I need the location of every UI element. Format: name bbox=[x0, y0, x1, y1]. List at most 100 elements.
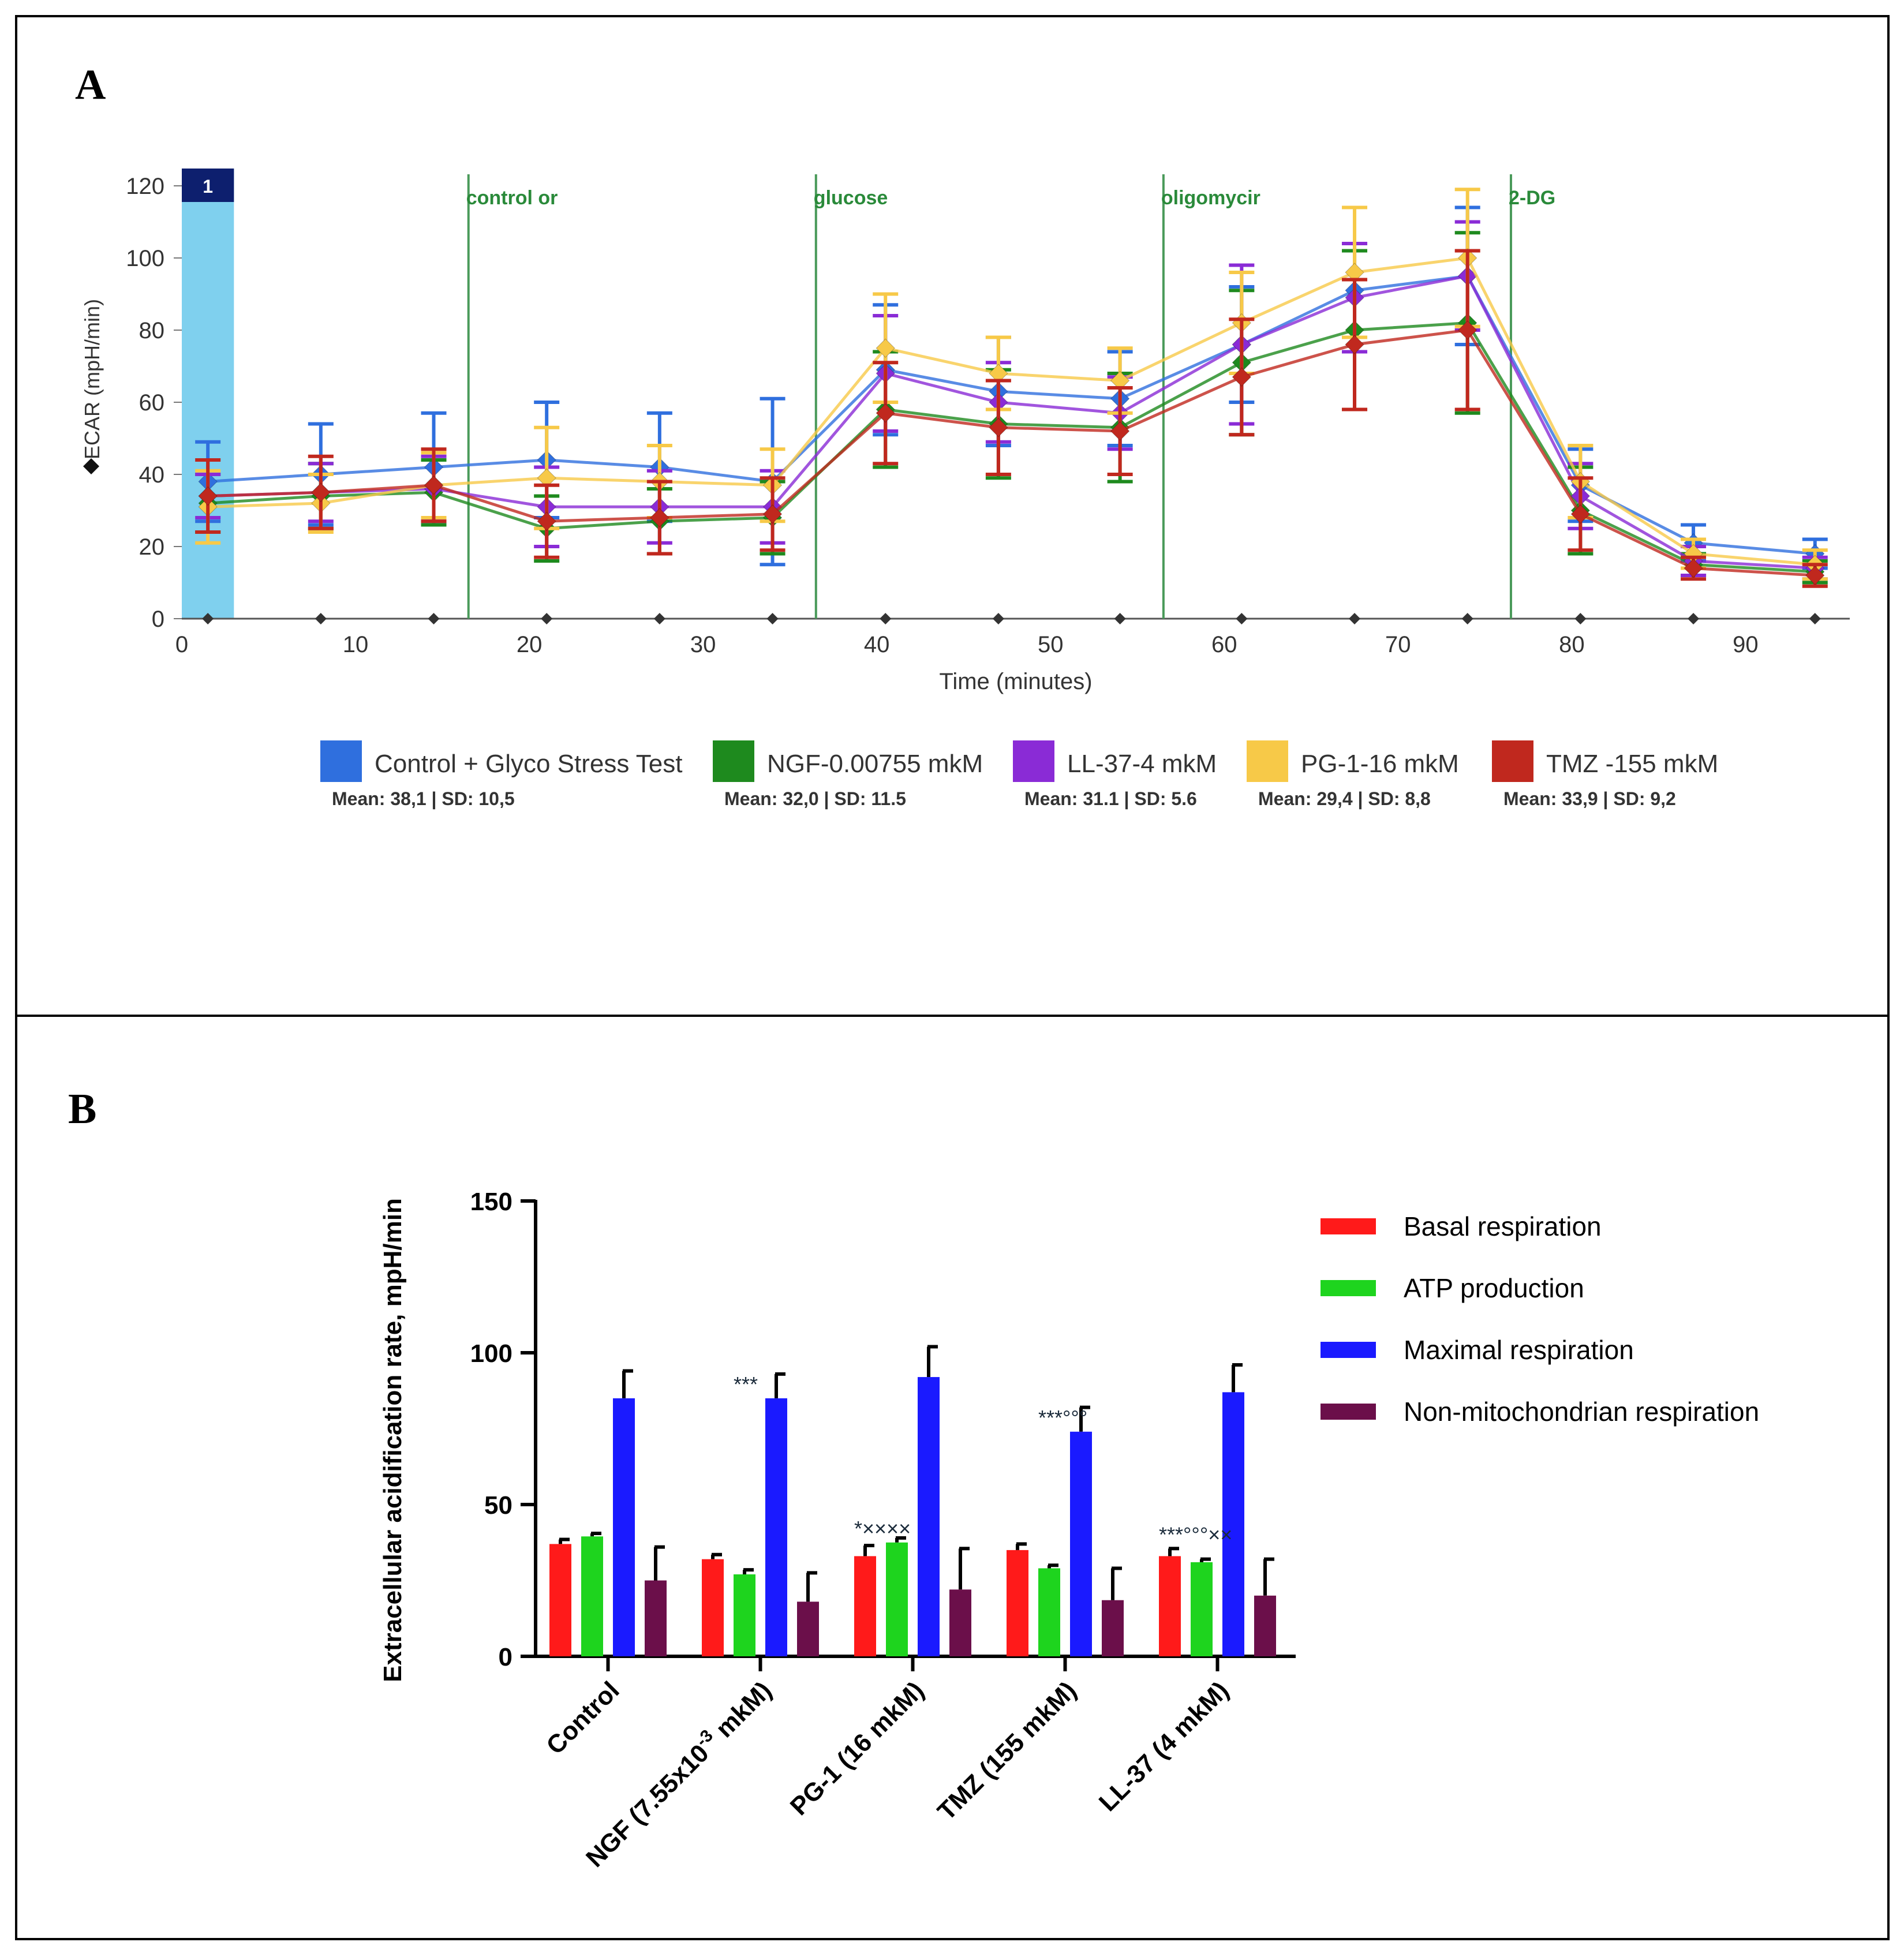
legend-swatch bbox=[1321, 1342, 1376, 1358]
y-tick-label: 100 bbox=[470, 1339, 513, 1368]
series-4 bbox=[195, 249, 1828, 588]
legend-swatch bbox=[713, 740, 754, 782]
measurement-marker bbox=[315, 613, 327, 624]
measurement-marker bbox=[766, 613, 779, 624]
legend-stats: Mean: 31.1 | SD: 5.6 bbox=[1024, 788, 1197, 809]
x-tick-label: 70 bbox=[1385, 632, 1411, 657]
x-tick-label: 90 bbox=[1733, 632, 1759, 657]
measurement-marker bbox=[541, 613, 553, 624]
measurement-marker bbox=[202, 613, 214, 624]
category-label: PG-1 (16 mkM) bbox=[785, 1676, 930, 1821]
measurement-marker bbox=[1461, 613, 1473, 624]
x-axis-title: Time (minutes) bbox=[939, 669, 1092, 694]
legend-swatch bbox=[320, 740, 362, 782]
legend-swatch bbox=[1321, 1280, 1376, 1296]
x-tick-label: 20 bbox=[517, 632, 543, 657]
bar-2 bbox=[1070, 1431, 1092, 1656]
measurement-marker bbox=[1809, 613, 1821, 624]
data-point bbox=[198, 486, 218, 506]
legend-label: ATP production bbox=[1404, 1273, 1584, 1303]
bar-0 bbox=[854, 1556, 876, 1656]
data-point bbox=[876, 403, 895, 423]
bar-1 bbox=[1191, 1562, 1213, 1656]
bar-2 bbox=[613, 1398, 635, 1656]
data-point bbox=[1345, 335, 1364, 354]
legend-label: PG-1-16 mkM bbox=[1301, 750, 1459, 778]
bar-3 bbox=[949, 1589, 971, 1656]
legend-swatch bbox=[1321, 1218, 1376, 1234]
legend-stats: Mean: 29,4 | SD: 8,8 bbox=[1258, 788, 1431, 809]
data-point bbox=[989, 418, 1008, 437]
injection-label: glucose bbox=[814, 187, 888, 209]
bar-2 bbox=[1222, 1392, 1244, 1656]
y-axis-diamond-icon bbox=[83, 458, 99, 474]
legend-swatch bbox=[1013, 740, 1054, 782]
legend-label: Maximal respiration bbox=[1404, 1335, 1634, 1365]
data-point bbox=[1570, 504, 1591, 524]
legend-label: NGF-0.00755 mkM bbox=[767, 750, 983, 778]
bar-0 bbox=[702, 1559, 724, 1656]
measurement-marker bbox=[653, 613, 665, 624]
category-label: LL-37 (4 mkM) bbox=[1094, 1676, 1235, 1817]
injection-port-header bbox=[182, 169, 234, 202]
legend-swatch bbox=[1247, 740, 1288, 782]
legend-swatch bbox=[1492, 740, 1533, 782]
legend-label: Non-mitochondrian respiration bbox=[1404, 1397, 1759, 1427]
y-tick-label: 60 bbox=[139, 390, 165, 416]
y-tick-label: 120 bbox=[126, 174, 164, 199]
legend-label: LL-37-4 mkM bbox=[1067, 750, 1217, 778]
measurement-marker bbox=[1574, 613, 1587, 624]
bar-3 bbox=[797, 1601, 819, 1656]
data-point bbox=[650, 508, 669, 527]
y-tick-label: 80 bbox=[139, 318, 165, 343]
data-point bbox=[311, 482, 331, 502]
y-axis-title: Extracellular acidification rate, mpH/mi… bbox=[379, 1198, 407, 1682]
injection-label: oligomycir bbox=[1161, 187, 1260, 209]
x-tick-label: 80 bbox=[1559, 632, 1585, 657]
panel-b-label: B bbox=[68, 1086, 97, 1133]
category-label: Control bbox=[541, 1676, 624, 1760]
significance-annotation: *** bbox=[734, 1372, 758, 1396]
x-tick-label: 60 bbox=[1211, 632, 1237, 657]
bar-3 bbox=[645, 1580, 667, 1656]
measurement-marker bbox=[1349, 613, 1361, 624]
bar-0 bbox=[549, 1544, 571, 1656]
measurement-marker bbox=[1236, 613, 1248, 624]
data-point bbox=[1458, 320, 1477, 340]
y-tick-label: 50 bbox=[484, 1491, 513, 1520]
legend-label: Control + Glyco Stress Test bbox=[375, 750, 683, 778]
bar-0 bbox=[1007, 1550, 1028, 1656]
bar-1 bbox=[734, 1574, 755, 1656]
legend-swatch bbox=[1321, 1404, 1376, 1420]
x-tick-label: 30 bbox=[690, 632, 716, 657]
data-point bbox=[762, 504, 783, 524]
legend-stats: Mean: 32,0 | SD: 11.5 bbox=[724, 788, 906, 809]
bar-3 bbox=[1102, 1600, 1124, 1656]
significance-annotation: ***°°° bbox=[1038, 1406, 1087, 1430]
legend-label: Basal respiration bbox=[1404, 1211, 1602, 1241]
measurement-marker bbox=[880, 613, 892, 624]
panel-a-label: A bbox=[75, 61, 106, 108]
measurement-marker bbox=[1114, 613, 1126, 624]
bar-1 bbox=[1038, 1568, 1060, 1656]
injection-port-label: 1 bbox=[203, 176, 213, 197]
y-axis-title: ECAR (mpH/min) bbox=[80, 299, 104, 459]
bar-2 bbox=[765, 1398, 787, 1656]
y-tick-label: 20 bbox=[139, 534, 165, 560]
panel-b bbox=[15, 1017, 1890, 1940]
data-point bbox=[1805, 566, 1825, 585]
bar-3 bbox=[1254, 1595, 1276, 1656]
measurement-marker bbox=[428, 613, 440, 624]
y-tick-label: 150 bbox=[470, 1188, 513, 1216]
data-point bbox=[1110, 421, 1130, 441]
y-tick-label: 40 bbox=[139, 462, 165, 488]
bar-1 bbox=[581, 1536, 603, 1656]
data-point bbox=[537, 511, 556, 531]
x-tick-label: 50 bbox=[1038, 632, 1064, 657]
legend-stats: Mean: 33,9 | SD: 9,2 bbox=[1503, 788, 1676, 809]
measurement-marker bbox=[1688, 613, 1700, 624]
x-tick-label: 0 bbox=[175, 632, 188, 657]
data-point bbox=[876, 338, 895, 358]
